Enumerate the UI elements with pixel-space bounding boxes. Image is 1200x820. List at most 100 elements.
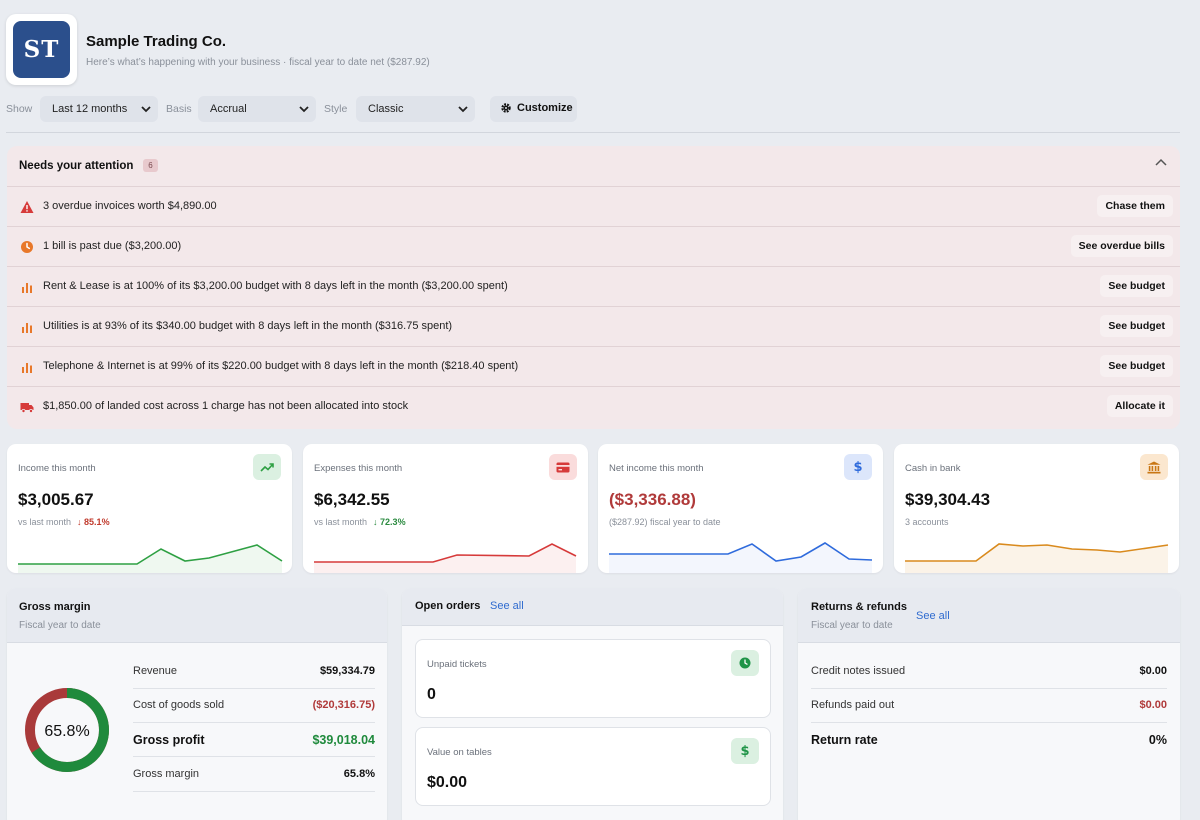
see-overdue-bills-button[interactable]: See overdue bills	[1070, 235, 1173, 257]
cash-sparkline	[905, 543, 1169, 573]
truck-icon	[20, 403, 34, 413]
see-budget-button[interactable]: See budget	[1100, 355, 1173, 377]
kpi-value: $39,304.43	[905, 490, 991, 509]
company-logo-frame: ST	[6, 14, 77, 85]
attention-item-budget-rent: Rent & Lease is at 100% of its $3,200.00…	[7, 267, 1180, 307]
basis-select[interactable]: Accrual	[198, 96, 316, 122]
trending-up-icon	[253, 454, 281, 480]
attention-item-landed-cost: $1,850.00 of landed cost across 1 charge…	[7, 387, 1180, 427]
see-all-link[interactable]: See all	[916, 610, 950, 622]
header-divider	[6, 132, 1180, 133]
dollar-icon: $	[731, 738, 759, 764]
margin-row-gross-margin: Gross margin 65.8%	[133, 758, 375, 792]
panel-title: Gross margin	[19, 601, 91, 613]
clock-icon	[21, 241, 33, 253]
company-logo: ST	[13, 21, 70, 78]
dollar-icon: $	[844, 454, 872, 480]
attention-item-text: 1 bill is past due ($3,200.00)	[43, 240, 182, 252]
show-label: Show	[6, 103, 33, 115]
basis-select-value: Accrual	[210, 103, 247, 115]
kpi-value: ($3,336.88)	[609, 490, 696, 509]
customize-label: Customize	[517, 102, 573, 114]
chevron-up-icon[interactable]	[1154, 156, 1168, 170]
bank-icon	[1140, 454, 1168, 480]
panel-title: Returns & refunds	[811, 601, 907, 613]
show-select-value: Last 12 months	[52, 103, 128, 115]
chevron-down-icon	[141, 106, 151, 113]
returns-panel: Returns & refunds Fiscal year to date Se…	[798, 588, 1180, 820]
panel-subtitle: Fiscal year to date	[811, 620, 893, 631]
kpi-card-expenses[interactable]: Expenses this month $6,342.55 vs last mo…	[303, 444, 588, 573]
attention-item-text: $1,850.00 of landed cost across 1 charge…	[43, 400, 409, 412]
margin-row-revenue: Revenue $59,334.79	[133, 655, 375, 689]
kpi-label: Expenses this month	[314, 463, 403, 474]
chase-them-button[interactable]: Chase them	[1097, 195, 1173, 217]
kpi-label: Net income this month	[609, 463, 704, 474]
card-label: Value on tables	[427, 747, 492, 758]
show-select[interactable]: Last 12 months	[40, 96, 158, 122]
attention-title: Needs your attention	[19, 160, 134, 172]
margin-row-cogs: Cost of goods sold ($20,316.75)	[133, 689, 375, 723]
expenses-sparkline	[314, 543, 577, 573]
donut-label: 65.8%	[44, 723, 89, 740]
gross-margin-panel: Gross margin Fiscal year to date 65.8% R…	[7, 588, 387, 820]
attention-item-budget-utilities: Utilities is at 93% of its $340.00 budge…	[7, 307, 1180, 347]
customize-button[interactable]: Customize	[490, 96, 577, 122]
open-orders-panel: Open orders See all Unpaid tickets 0 Val…	[402, 588, 783, 820]
kpi-comparison: 3 accounts	[905, 517, 949, 527]
attention-item-budget-telephone: Telephone & Internet is at 99% of its $2…	[7, 347, 1180, 387]
card-value: $0.00	[427, 774, 468, 791]
delta-down-icon: ↓ 85.1%	[77, 517, 110, 527]
unpaid-tickets-card[interactable]: Unpaid tickets 0	[415, 639, 771, 718]
returns-row-credit-notes: Credit notes issued $0.00	[811, 655, 1167, 689]
style-label: Style	[324, 103, 348, 115]
see-budget-button[interactable]: See budget	[1100, 315, 1173, 337]
bar-chart-icon	[22, 363, 32, 373]
kpi-comparison: ($287.92) fiscal year to date	[609, 517, 721, 527]
gear-icon	[501, 103, 511, 113]
chevron-down-icon	[458, 106, 468, 113]
style-select-value: Classic	[368, 103, 404, 115]
warning-triangle-icon	[20, 201, 34, 213]
returns-row-return-rate: Return rate 0%	[811, 733, 1167, 747]
credit-card-icon	[549, 454, 577, 480]
see-all-link[interactable]: See all	[490, 600, 524, 612]
returns-header: Returns & refunds Fiscal year to date Se…	[798, 588, 1180, 643]
kpi-label: Income this month	[18, 463, 96, 474]
kpi-card-net-income[interactable]: Net income this month $ ($3,336.88) ($28…	[598, 444, 883, 573]
kpi-label: Cash in bank	[905, 463, 961, 474]
company-name: Sample Trading Co.	[86, 33, 227, 50]
attention-panel: Needs your attention 6 3 overdue invoice…	[7, 146, 1180, 429]
income-sparkline	[18, 544, 283, 573]
style-select[interactable]: Classic	[356, 96, 475, 122]
allocate-it-button[interactable]: Allocate it	[1106, 395, 1173, 417]
attention-item-text: 3 overdue invoices worth $4,890.00	[43, 200, 217, 212]
attention-item-past-due-bill: 1 bill is past due ($3,200.00) See overd…	[7, 227, 1180, 267]
see-budget-button[interactable]: See budget	[1100, 275, 1173, 297]
page-subtitle: Here’s what’s happening with your busine…	[86, 57, 430, 68]
card-value: 0	[427, 686, 436, 703]
bar-chart-icon	[22, 283, 32, 293]
net-income-sparkline	[609, 542, 873, 573]
panel-subtitle: Fiscal year to date	[19, 620, 101, 631]
open-orders-header: Open orders See all	[402, 588, 783, 626]
attention-item-text: Rent & Lease is at 100% of its $3,200.00…	[43, 280, 508, 292]
bar-chart-icon	[22, 323, 32, 333]
value-on-tables-card[interactable]: Value on tables $ $0.00	[415, 727, 771, 806]
attention-item-overdue-invoices: 3 overdue invoices worth $4,890.00 Chase…	[7, 187, 1180, 227]
clock-icon	[731, 650, 759, 676]
attention-header[interactable]: Needs your attention 6	[7, 146, 1180, 187]
kpi-comparison: vs last month ↓ 85.1%	[18, 517, 110, 527]
margin-row-gross-profit: Gross profit $39,018.04	[133, 723, 375, 757]
delta-down-icon: ↓ 72.3%	[373, 517, 406, 527]
gross-margin-donut: 65.8%	[25, 688, 109, 772]
kpi-card-income[interactable]: Income this month $3,005.67 vs last mont…	[7, 444, 292, 573]
kpi-card-cash[interactable]: Cash in bank $39,304.43 3 accounts	[894, 444, 1179, 573]
attention-item-text: Utilities is at 93% of its $340.00 budge…	[43, 320, 453, 332]
kpi-comparison: vs last month ↓ 72.3%	[314, 517, 406, 527]
returns-row-refunds: Refunds paid out $0.00	[811, 689, 1167, 723]
kpi-value: $6,342.55	[314, 490, 390, 509]
attention-count-badge: 6	[143, 159, 158, 172]
chevron-down-icon	[299, 106, 309, 113]
basis-label: Basis	[166, 103, 192, 115]
